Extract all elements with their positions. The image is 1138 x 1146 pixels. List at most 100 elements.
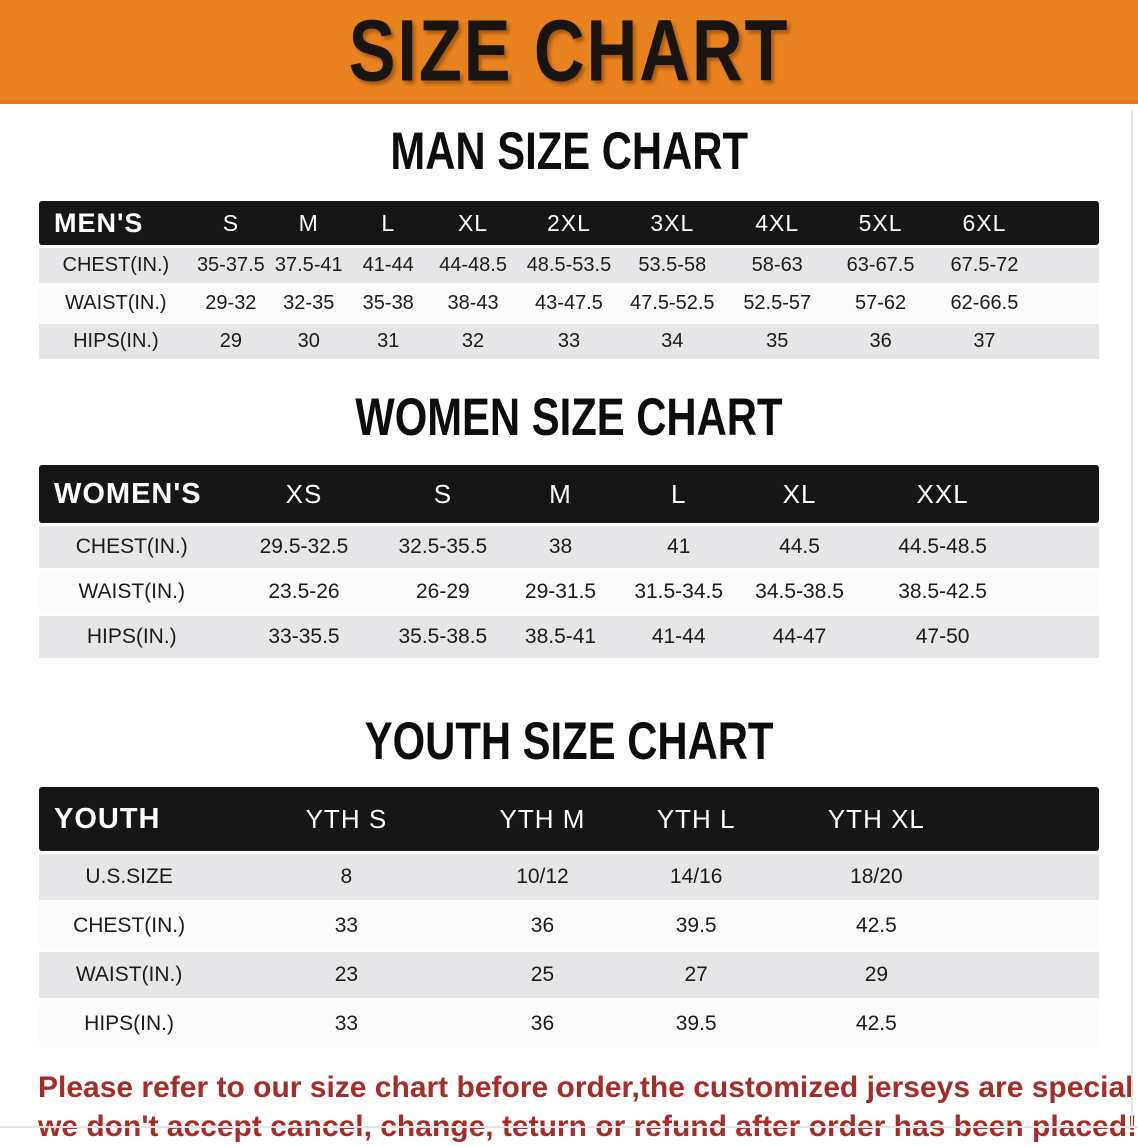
size-value: 44-48.5: [427, 248, 519, 283]
men-col-header-2xl: 2XL: [518, 201, 620, 245]
banner-title: SIZE CHART: [348, 1, 790, 99]
men-col-header-l: L: [348, 201, 428, 245]
size-value: 10/12: [473, 854, 612, 900]
size-value: 35-37.5: [192, 248, 270, 283]
size-value: 32-35: [269, 286, 349, 321]
youth-hips-row: HIPS(IN.) 33 36 39.5 42.5: [39, 1001, 1099, 1047]
photo-edge-right: [1131, 110, 1133, 1126]
size-value: 31: [348, 324, 428, 359]
women-table-corner-label: WOMEN'S: [39, 465, 225, 523]
women-chest-row: CHEST(IN.) 29.5-32.5 32.5-35.5 38 41 44.…: [39, 526, 1099, 568]
men-col-header-6xl: 6XL: [931, 201, 1038, 245]
size-value: 14/16: [611, 854, 781, 900]
men-hips-row: HIPS(IN.) 29 30 31 32 33 34 35 36 37: [39, 324, 1099, 359]
size-value: 52.5-57: [724, 286, 830, 321]
size-value: 62-66.5: [931, 286, 1038, 321]
youth-col-header-yth-s: YTH S: [219, 787, 474, 851]
size-value: 44.5-48.5: [860, 526, 1025, 568]
size-value: 33-35.5: [224, 616, 384, 658]
women-col-header-xs: XS: [224, 465, 384, 523]
size-value: 35: [724, 324, 830, 359]
youth-table-header-row: YOUTH YTH S YTH M YTH L YTH XL: [39, 787, 1099, 851]
youth-col-header-yth-m: YTH M: [473, 787, 612, 851]
youth-chest-row: CHEST(IN.) 33 36 39.5 42.5: [39, 903, 1099, 949]
size-value: 35.5-38.5: [383, 616, 503, 658]
size-value: 38.5-42.5: [860, 571, 1025, 613]
women-col-header-xxl: XXL: [860, 465, 1025, 523]
women-waist-row: WAIST(IN.) 23.5-26 26-29 29-31.5 31.5-34…: [39, 571, 1099, 613]
size-value: 34: [619, 324, 725, 359]
size-value: 41-44: [348, 248, 428, 283]
men-chest-row: CHEST(IN.) 35-37.5 37.5-41 41-44 44-48.5…: [39, 248, 1099, 283]
size-value: 32.5-35.5: [383, 526, 503, 568]
size-value: 25: [473, 952, 612, 998]
disclaimer-line-1: Please refer to our size chart before or…: [38, 1071, 1138, 1104]
youth-waist-row: WAIST(IN.) 23 25 27 29: [39, 952, 1099, 998]
women-col-header-xl: XL: [738, 465, 861, 523]
size-value: 29: [780, 952, 972, 998]
spacer-cell: [971, 787, 1099, 851]
size-value: 39.5: [611, 1001, 781, 1047]
men-section-heading-text: MAN SIZE CHART: [390, 122, 748, 181]
youth-section-heading: YOUTH SIZE CHART: [0, 712, 1138, 771]
size-value: 44.5: [738, 526, 861, 568]
size-value: 30: [269, 324, 349, 359]
size-value: 29-32: [192, 286, 270, 321]
disclaimer-note: Please refer to our size chart before or…: [38, 1068, 1138, 1146]
size-value: 29.5-32.5: [224, 526, 384, 568]
women-col-header-l: L: [618, 465, 739, 523]
spacer-cell: [1024, 526, 1099, 568]
men-table-corner-label: MEN'S: [39, 201, 193, 245]
size-value: 33: [219, 903, 474, 949]
size-value: 29: [192, 324, 270, 359]
spacer-cell: [1037, 324, 1099, 359]
men-col-header-4xl: 4XL: [724, 201, 830, 245]
size-value: 53.5-58: [619, 248, 725, 283]
size-value: 41-44: [618, 616, 739, 658]
size-value: 33: [518, 324, 620, 359]
men-col-header-m: M: [269, 201, 349, 245]
row-label: CHEST(IN.): [39, 248, 193, 283]
size-value: 44-47: [738, 616, 861, 658]
size-value: 29-31.5: [502, 571, 619, 613]
size-value: 41: [618, 526, 739, 568]
size-value: 36: [473, 1001, 612, 1047]
men-waist-row: WAIST(IN.) 29-32 32-35 35-38 38-43 43-47…: [39, 286, 1099, 321]
size-value: 42.5: [780, 1001, 972, 1047]
women-section-heading-text: WOMEN SIZE CHART: [355, 388, 783, 447]
size-value: 35-38: [348, 286, 428, 321]
youth-table-corner-label: YOUTH: [39, 787, 220, 851]
size-value: 23.5-26: [224, 571, 384, 613]
row-label: WAIST(IN.): [39, 571, 225, 613]
men-col-header-5xl: 5XL: [829, 201, 932, 245]
youth-col-header-yth-l: YTH L: [611, 787, 781, 851]
spacer-cell: [1024, 465, 1099, 523]
row-label: U.S.SIZE: [39, 854, 220, 900]
men-section-heading: MAN SIZE CHART: [0, 122, 1138, 181]
men-size-table: MEN'S S M L XL 2XL 3XL 4XL 5XL 6XL CHEST…: [39, 198, 1099, 362]
row-label: CHEST(IN.): [39, 526, 225, 568]
size-value: 38-43: [427, 286, 519, 321]
photo-edge-bottom: [0, 1126, 1138, 1128]
men-table-header-row: MEN'S S M L XL 2XL 3XL 4XL 5XL 6XL: [39, 201, 1099, 245]
row-label: HIPS(IN.): [39, 1001, 220, 1047]
women-hips-row: HIPS(IN.) 33-35.5 35.5-38.5 38.5-41 41-4…: [39, 616, 1099, 658]
size-value: 34.5-38.5: [738, 571, 861, 613]
size-value: 58-63: [724, 248, 830, 283]
men-col-header-s: S: [192, 201, 270, 245]
row-label: HIPS(IN.): [39, 616, 225, 658]
row-label: HIPS(IN.): [39, 324, 193, 359]
size-value: 42.5: [780, 903, 972, 949]
size-value: 47-50: [860, 616, 1025, 658]
size-value: 31.5-34.5: [618, 571, 739, 613]
row-label: WAIST(IN.): [39, 952, 220, 998]
spacer-cell: [1037, 201, 1099, 245]
size-value: 36: [829, 324, 932, 359]
size-value: 39.5: [611, 903, 781, 949]
size-value: 38: [502, 526, 619, 568]
size-value: 67.5-72: [931, 248, 1038, 283]
youth-us-size-row: U.S.SIZE 8 10/12 14/16 18/20: [39, 854, 1099, 900]
spacer-cell: [971, 952, 1099, 998]
size-value: 43-47.5: [518, 286, 620, 321]
women-col-header-m: M: [502, 465, 619, 523]
